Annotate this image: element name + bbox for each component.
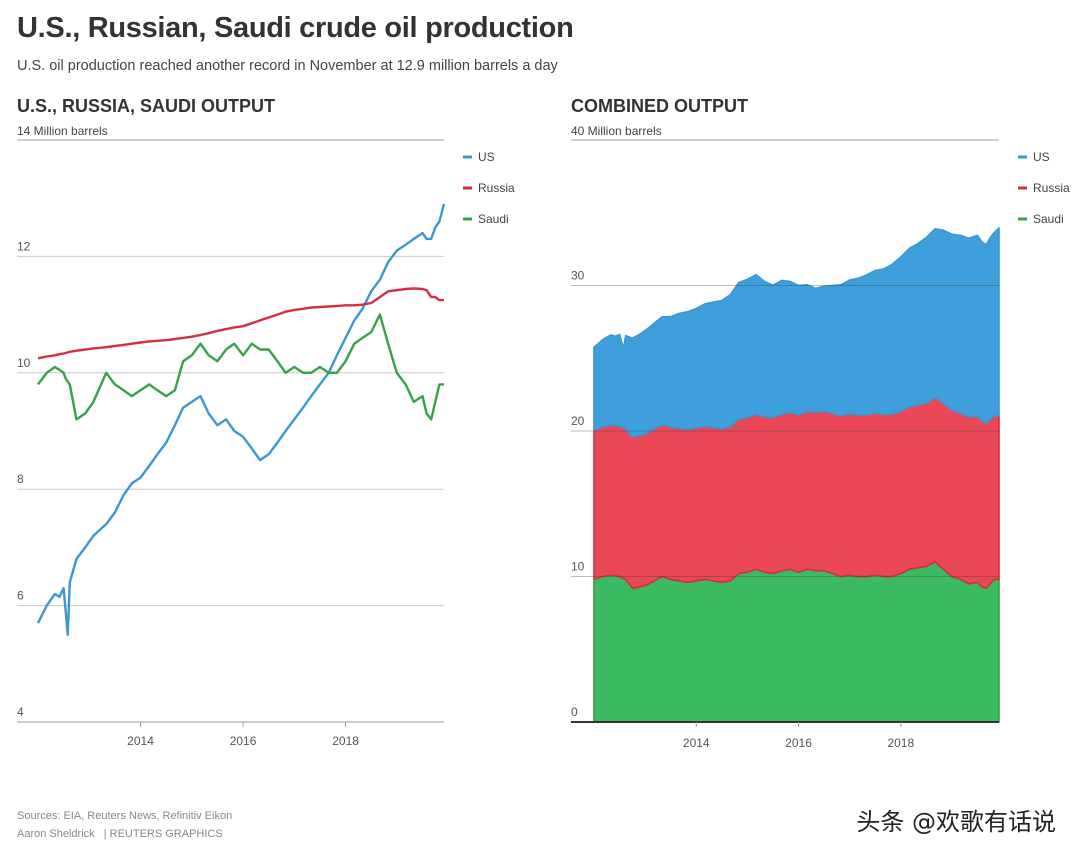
line-chart-x-tick-label: 2018 (332, 734, 359, 748)
area-series-saudi (593, 561, 1000, 723)
line-legend-label-us: US (478, 150, 495, 164)
area-legend-label-saudi: Saudi (1033, 212, 1064, 226)
area-chart-x-tick-label: 2016 (785, 736, 812, 750)
area-series-us (593, 227, 1000, 438)
credit-line: Aaron Sheldrick | REUTERS GRAPHICS (17, 828, 223, 840)
area-chart-y-tick-label: 0 (571, 705, 578, 719)
area-chart-y-tick-label: 20 (571, 414, 585, 428)
line-chart-y-tick-label: 6 (17, 589, 24, 603)
area-chart-x-tick-label: 2014 (683, 736, 710, 750)
line-series-russia (37, 287, 444, 360)
page-subtitle: U.S. oil production reached another reco… (17, 58, 558, 74)
area-legend-label-us: US (1033, 150, 1050, 164)
area-chart-x-tick-label: 2018 (887, 736, 914, 750)
line-chart-y-tick-label: 10 (17, 356, 31, 370)
area-legend-label-russia: Russia (1033, 181, 1070, 195)
brand-label: | REUTERS GRAPHICS (103, 828, 223, 840)
line-chart-unit-label: 14 Million barrels (17, 124, 108, 138)
line-chart-y-tick-label: 12 (17, 239, 31, 253)
stacked-area-chart: COMBINED OUTPUT 40 Million barrels 0 10 20… (571, 96, 1070, 750)
line-series-saudi (37, 313, 444, 421)
line-chart: U.S., RUSSIA, SAUDI OUTPUT 14 Million ba… (17, 96, 515, 748)
area-chart-y-tick-label: 30 (571, 269, 585, 283)
area-chart-title: COMBINED OUTPUT (571, 96, 748, 116)
area-chart-y-tick-label: 10 (571, 560, 585, 574)
watermark: 头条 @欢歌有话说 (856, 808, 1056, 836)
line-legend-label-russia: Russia (478, 181, 515, 195)
line-series-us (36, 203, 446, 636)
line-chart-title: U.S., RUSSIA, SAUDI OUTPUT (17, 96, 275, 116)
author-name: Aaron Sheldrick (17, 828, 95, 840)
line-chart-y-tick-label: 8 (17, 472, 24, 486)
line-chart-x-tick-label: 2016 (230, 734, 257, 748)
line-legend-label-saudi: Saudi (478, 212, 509, 226)
area-chart-unit-label: 40 Million barrels (571, 124, 662, 138)
line-chart-x-tick-label: 2014 (127, 734, 154, 748)
page-title: U.S., Russian, Saudi crude oil productio… (17, 12, 574, 44)
sources-note: Sources: EIA, Reuters News, Refinitiv Ei… (17, 810, 233, 822)
line-chart-y-tick-label: 4 (17, 705, 24, 719)
